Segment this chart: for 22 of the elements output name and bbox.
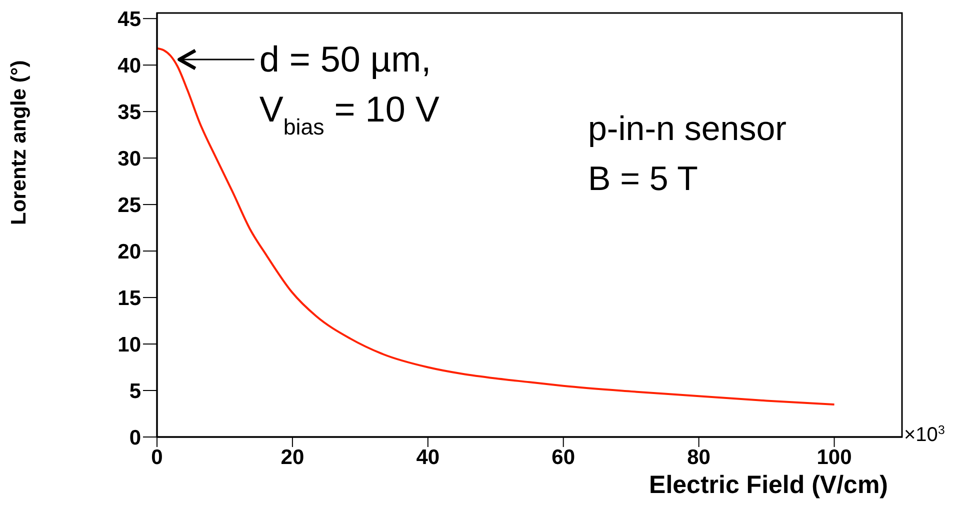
- x-tick-label: 20: [280, 446, 304, 469]
- y-axis-title: Lorentz angle (°): [7, 60, 30, 225]
- y-tick-label: 20: [118, 240, 141, 264]
- x-tick-label: 40: [416, 446, 440, 469]
- line-series: [157, 47, 836, 406]
- annotation: d = 50 µm, V$_{bias}$ = 10 V: [259, 38, 440, 139]
- y-tick-label: 10: [118, 333, 141, 356]
- y-tick-label: 35: [118, 101, 142, 124]
- annotation: p-in-n sensor B = 5 T: [588, 110, 786, 198]
- y-tick-label: 15: [118, 286, 142, 310]
- x-axis-title: Electric Field (V/cm): [649, 471, 888, 499]
- y-tick-label: 45: [118, 8, 142, 32]
- x-tick-label: 80: [687, 446, 710, 469]
- x-tick-label: 60: [552, 446, 576, 469]
- y-tick-label: 25: [118, 194, 142, 217]
- y-tick-label: 30: [118, 148, 141, 171]
- y-tick-label: 40: [118, 54, 141, 78]
- y-tick-label: 5: [129, 380, 142, 403]
- y-tick-label: 0: [129, 426, 141, 450]
- x-tick-label: 100: [816, 446, 852, 469]
- x-tick-label: 0: [151, 446, 163, 469]
- text: ×10$^{3}$: [904, 423, 945, 446]
